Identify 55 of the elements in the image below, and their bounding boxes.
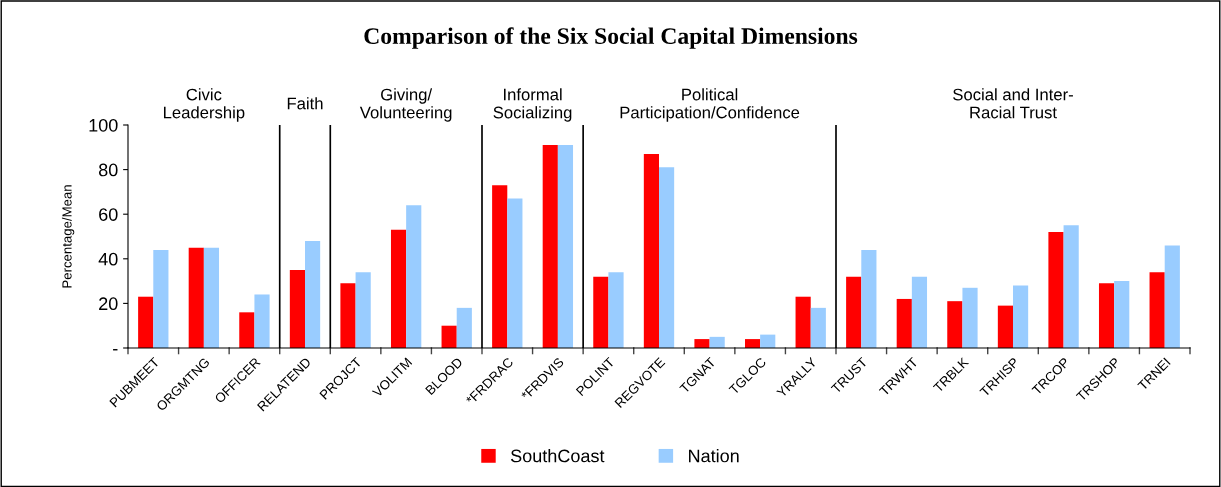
- bar: [492, 185, 508, 348]
- y-tick-label: 60: [99, 208, 118, 221]
- bar: [608, 272, 624, 348]
- y-tick-label: -: [113, 349, 118, 351]
- bar: [239, 312, 255, 348]
- bar: [340, 283, 356, 348]
- bar: [289, 269, 305, 348]
- bar: [390, 229, 407, 348]
- text: Civic Leadership: [163, 88, 245, 122]
- bar: [962, 287, 978, 348]
- bar: [1149, 272, 1165, 348]
- text: Social and Inter- Racial Trust: [953, 88, 1073, 119]
- bar: [659, 167, 675, 348]
- bar: [643, 153, 659, 348]
- bar: [456, 307, 472, 348]
- bar: [406, 205, 422, 348]
- bar: [896, 298, 912, 348]
- y-axis-title: Percentage/Mean: [61, 185, 75, 288]
- bar: [188, 247, 204, 348]
- bar: [254, 294, 270, 348]
- bar: [911, 276, 928, 348]
- bar: [997, 305, 1013, 348]
- bar: [507, 198, 523, 348]
- bar: [138, 296, 154, 348]
- bar: [305, 240, 321, 348]
- bar: [203, 247, 220, 348]
- text: Informal Socializing: [493, 88, 572, 122]
- bar: [810, 307, 826, 348]
- bar: [1013, 285, 1029, 348]
- bar: [694, 339, 710, 348]
- chart-title: Comparison of the Six Social Capital Dimensions: [364, 27, 858, 49]
- bar: [542, 145, 558, 348]
- legend-label: Nation: [689, 449, 739, 463]
- y-tick-label: 80: [98, 163, 118, 177]
- bar: [1098, 283, 1115, 348]
- legend-label: SouthCoast: [510, 449, 605, 463]
- y-tick-label: 40: [98, 252, 118, 266]
- bar: [441, 325, 457, 348]
- bar: [153, 249, 169, 348]
- y-tick-label: 100: [89, 118, 118, 132]
- bar: [557, 145, 574, 348]
- bar: [1114, 281, 1130, 348]
- bar: [355, 272, 371, 348]
- bar: [846, 276, 862, 348]
- bar: [1164, 245, 1180, 348]
- bar: [861, 249, 877, 348]
- bar: [1063, 225, 1079, 348]
- text: Faith: [287, 97, 323, 110]
- text: Giving/ Volunteering: [359, 88, 452, 122]
- bar: [1048, 232, 1064, 348]
- y-tick-label: 20: [99, 297, 118, 311]
- bar: [795, 296, 811, 348]
- text: Political Participation/Confidence: [620, 88, 800, 122]
- bar: [593, 276, 609, 348]
- bar: [947, 301, 963, 348]
